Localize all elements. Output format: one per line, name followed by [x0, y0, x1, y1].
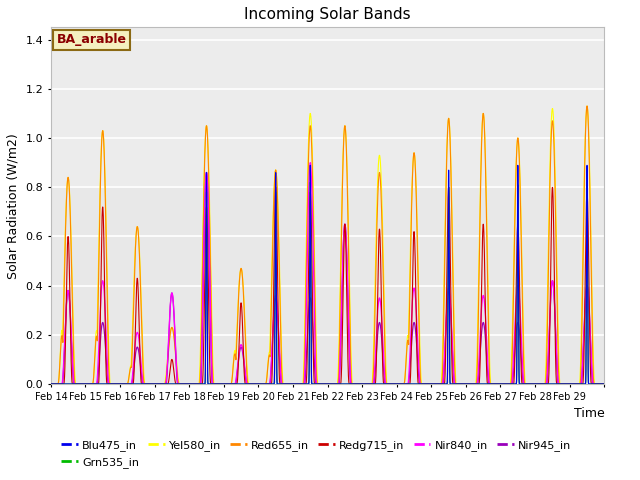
Bar: [51, 27, 604, 187]
Text: BA_arable: BA_arable: [56, 33, 127, 47]
Y-axis label: Solar Radiation (W/m2): Solar Radiation (W/m2): [7, 133, 20, 278]
X-axis label: Time: Time: [573, 407, 604, 420]
Title: Incoming Solar Bands: Incoming Solar Bands: [244, 7, 411, 22]
Legend: Blu475_in, Grn535_in, Yel580_in, Red655_in, Redg715_in, Nir840_in, Nir945_in: Blu475_in, Grn535_in, Yel580_in, Red655_…: [56, 436, 576, 472]
